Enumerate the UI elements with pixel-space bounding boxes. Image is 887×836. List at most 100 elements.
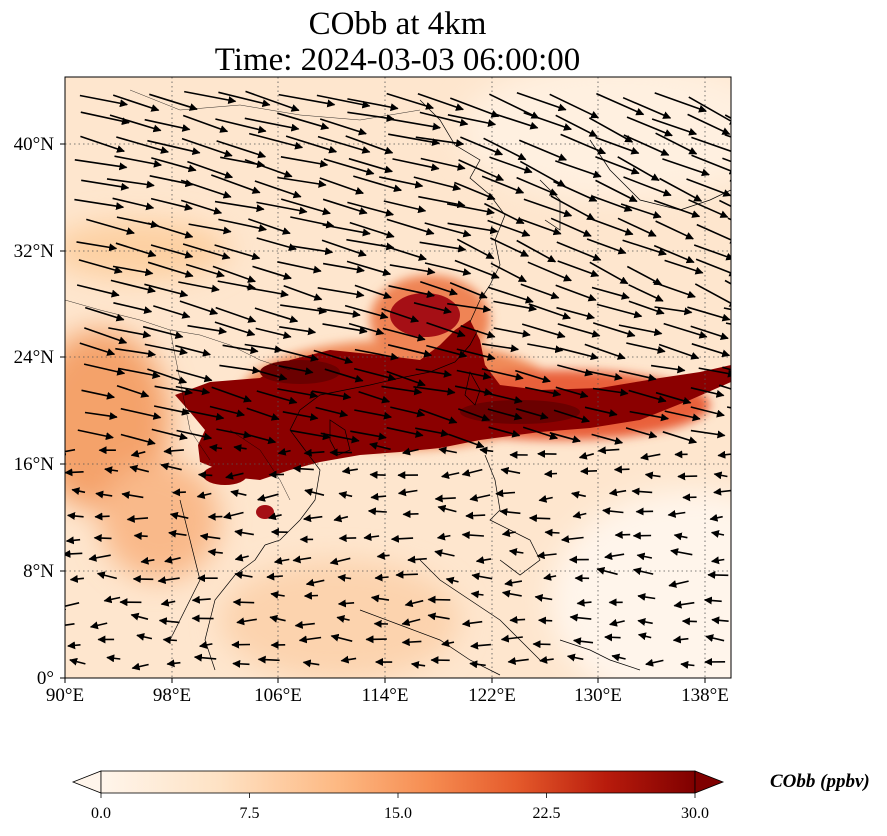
wind-arrow xyxy=(538,494,553,503)
wind-arrow xyxy=(586,238,627,255)
wind-arrow xyxy=(266,572,283,581)
wind-vectors xyxy=(65,90,731,671)
wind-arrow xyxy=(500,466,521,475)
wind-arrow xyxy=(516,239,557,263)
wind-arrow xyxy=(382,327,426,342)
colorbar-extend-min xyxy=(71,770,102,794)
wind-arrow xyxy=(632,567,654,576)
wind-arrow xyxy=(181,137,233,158)
wind-arrow xyxy=(322,262,365,274)
wind-arrow xyxy=(410,660,426,669)
wind-arrow xyxy=(637,617,653,626)
wind-arrow xyxy=(402,447,419,456)
wind-arrow xyxy=(555,160,602,179)
wind-arrow xyxy=(273,556,290,565)
wind-arrow xyxy=(471,572,493,581)
wind-arrow xyxy=(292,464,314,473)
wind-arrow xyxy=(380,244,427,261)
wind-arrow xyxy=(96,571,117,580)
wind-arrow xyxy=(209,443,223,452)
wind-arrow xyxy=(120,433,156,446)
wind-arrow xyxy=(709,513,723,522)
wind-arrow xyxy=(626,265,663,286)
wind-arrow xyxy=(407,555,427,564)
colorbar-tick-7-5: 7.5 xyxy=(239,805,260,822)
wind-arrow xyxy=(115,347,156,358)
wind-arrow xyxy=(175,344,211,357)
wind-arrow xyxy=(680,660,695,669)
wind-arrow xyxy=(379,176,424,189)
wind-arrow xyxy=(454,181,496,201)
wind-arrow xyxy=(693,244,731,261)
wind-arrow xyxy=(673,600,695,609)
wind-arrow xyxy=(270,591,285,599)
wind-arrow xyxy=(187,324,227,335)
wind-arrow xyxy=(381,307,420,323)
wind-arrow xyxy=(390,406,426,418)
wind-arrow xyxy=(130,449,146,458)
wind-arrow xyxy=(707,570,729,579)
axis-ticks xyxy=(60,143,706,683)
wind-arrow xyxy=(578,451,595,460)
wind-arrow xyxy=(142,325,184,339)
wind-arrow xyxy=(447,114,497,127)
wind-arrow xyxy=(218,218,267,233)
wind-arrow xyxy=(320,432,360,444)
wind-arrow xyxy=(589,261,629,285)
wind-arrow xyxy=(515,369,551,384)
wind-arrow xyxy=(426,344,468,359)
x-tick-106e: 106°E xyxy=(254,685,302,706)
wind-arrow xyxy=(151,157,197,173)
x-tick-122e: 122°E xyxy=(468,685,516,706)
wind-arrow xyxy=(481,175,525,194)
wind-arrow xyxy=(489,93,540,119)
wind-arrow xyxy=(614,530,631,539)
wind-arrow xyxy=(176,429,213,441)
wind-arrow xyxy=(230,489,247,498)
wind-arrow xyxy=(214,321,256,337)
wind-arrow xyxy=(604,552,625,561)
wind-arrow xyxy=(151,428,188,441)
wind-arrow xyxy=(659,177,703,202)
wind-arrow xyxy=(233,444,247,452)
wind-arrow xyxy=(344,304,389,320)
wind-arrow xyxy=(527,343,564,354)
wind-arrow xyxy=(389,264,436,276)
wind-arrow xyxy=(483,391,523,404)
wind-arrow xyxy=(285,135,338,154)
wind-arrow xyxy=(427,612,450,621)
wind-arrow xyxy=(413,176,462,192)
wind-arrow xyxy=(180,179,232,199)
wind-arrow xyxy=(460,136,504,156)
wind-arrow xyxy=(437,504,457,513)
wind-arrow xyxy=(354,284,392,300)
wind-arrow xyxy=(199,532,221,541)
wind-arrow xyxy=(392,158,440,172)
wind-arrow xyxy=(317,287,365,299)
wind-arrow xyxy=(691,136,731,153)
wind-arrow xyxy=(207,548,223,557)
wind-arrow xyxy=(84,306,125,322)
wind-arrow xyxy=(104,466,119,475)
wind-arrow xyxy=(316,94,371,109)
wind-arrow xyxy=(319,177,364,195)
wind-arrow xyxy=(397,488,418,497)
colorbar-tick-30: 30.0 xyxy=(681,805,709,822)
wind-arrow xyxy=(673,532,688,541)
wind-arrow xyxy=(461,531,484,540)
wind-arrow xyxy=(420,157,466,171)
wind-arrow xyxy=(460,324,496,339)
wind-arrow xyxy=(555,114,598,138)
wind-arrow xyxy=(81,389,115,400)
wind-arrow xyxy=(340,655,357,664)
wind-arrow xyxy=(323,158,375,176)
wind-arrow xyxy=(654,306,693,316)
wind-arrow xyxy=(121,491,144,500)
wind-arrow xyxy=(550,195,596,221)
wind-arrow xyxy=(386,370,426,387)
wind-arrow xyxy=(162,636,177,645)
wind-arrow xyxy=(225,471,244,480)
wind-arrow xyxy=(595,136,640,155)
wind-arrow xyxy=(150,244,194,259)
wind-arrow xyxy=(644,471,661,480)
